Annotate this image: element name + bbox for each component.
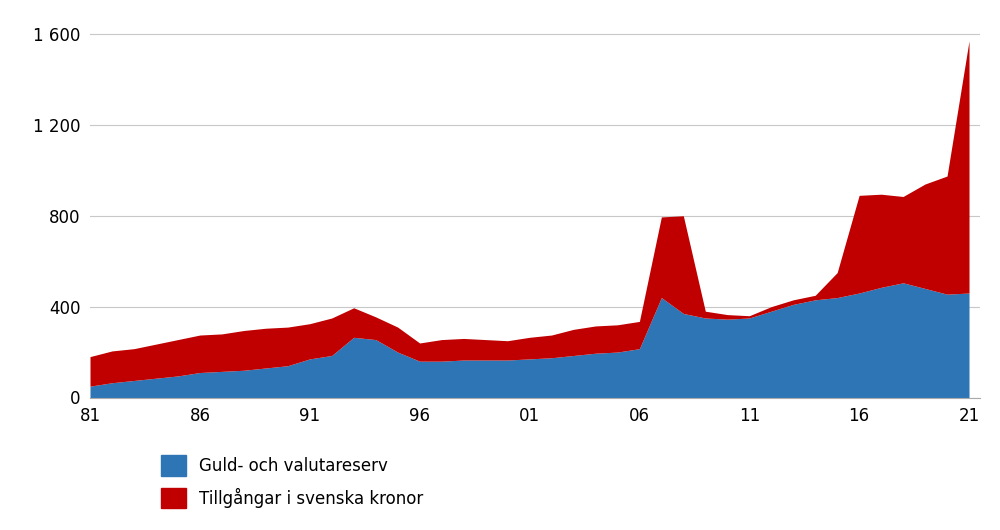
Legend: Guld- och valutareserv, Tillgångar i svenska kronor: Guld- och valutareserv, Tillgångar i sve… <box>161 455 423 508</box>
